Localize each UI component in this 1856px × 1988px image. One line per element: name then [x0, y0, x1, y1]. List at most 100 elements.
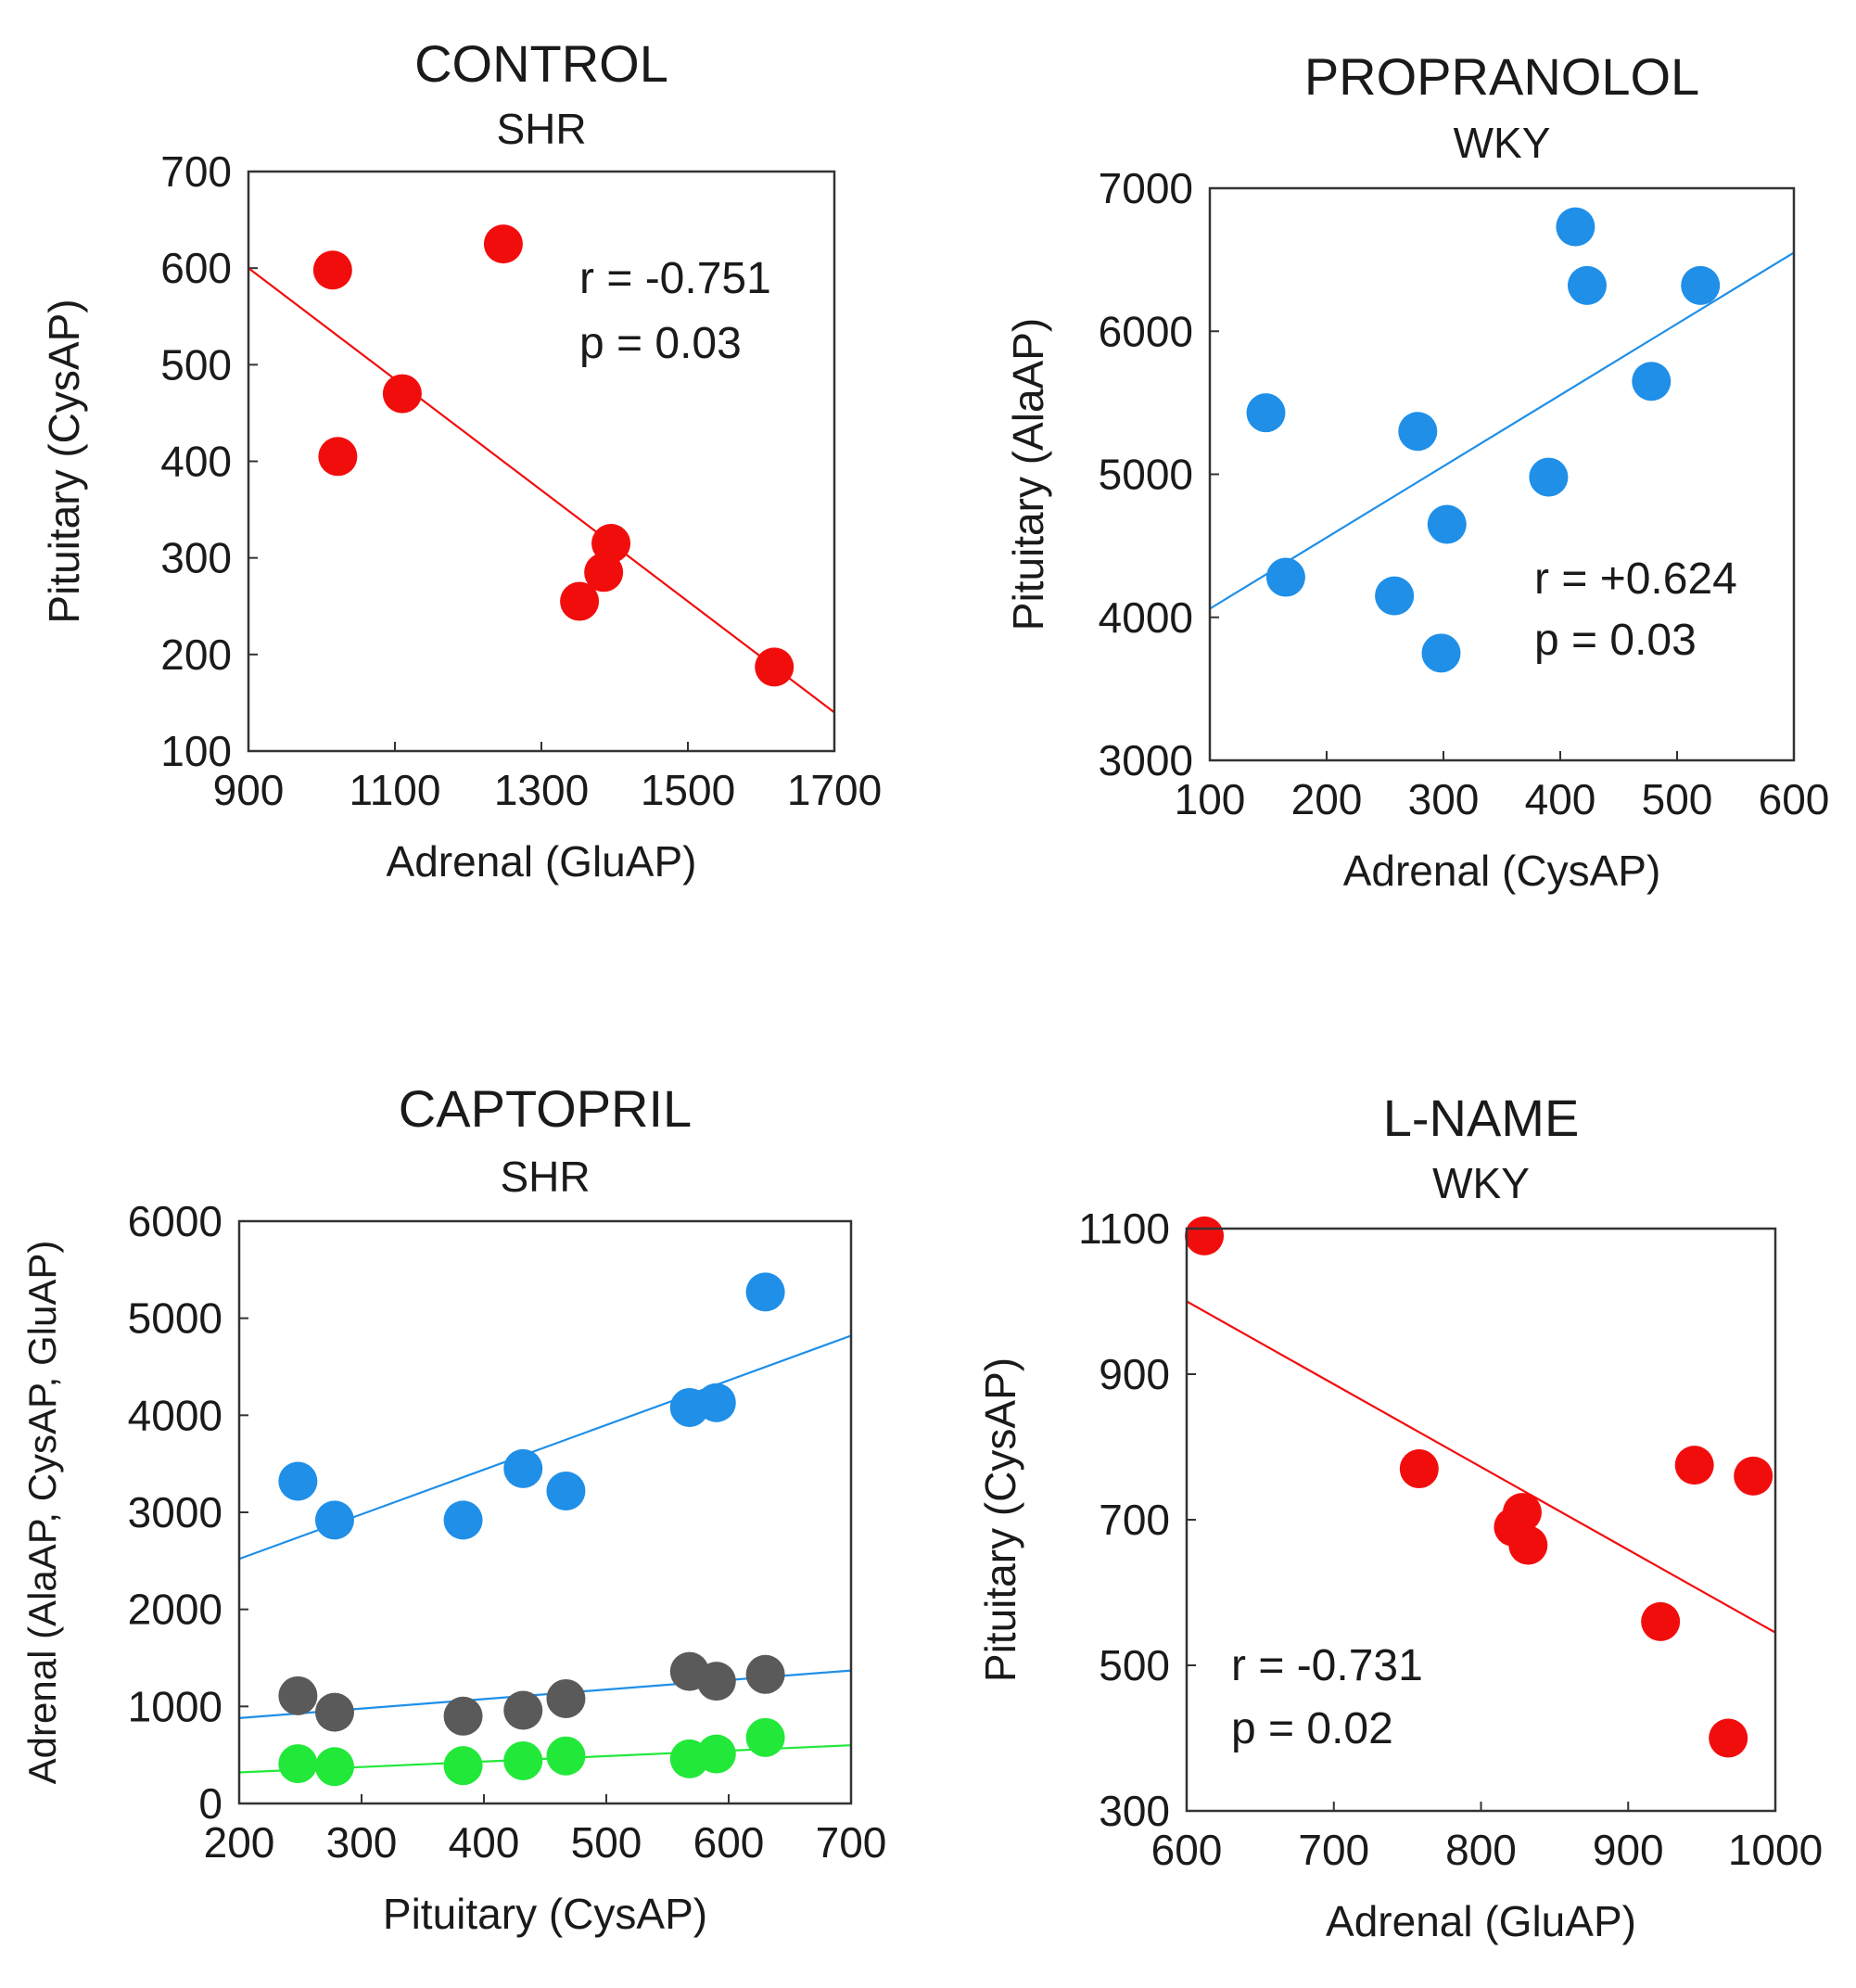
data-point	[1632, 362, 1672, 401]
chart-title: CAPTOPRIL	[399, 1079, 692, 1138]
x-tick-label: 1300	[494, 766, 589, 814]
chart-title: PROPRANOLOL	[1304, 47, 1699, 106]
x-axis-label: Adrenal (GluAP)	[1326, 1897, 1636, 1945]
x-tick-label: 300	[1408, 775, 1480, 823]
y-axis-label: Adrenal (AlaAP, CysAP, GluAP)	[20, 1241, 64, 1785]
data-point	[1709, 1718, 1748, 1758]
x-tick-label: 400	[1525, 775, 1596, 823]
y-tick-label: 4000	[128, 1391, 222, 1439]
data-point	[1265, 557, 1305, 597]
stat-annotation: p = 0.02	[1231, 1704, 1393, 1753]
x-tick-label: 300	[326, 1818, 398, 1867]
data-point	[1508, 1525, 1548, 1565]
y-tick-label: 4000	[1099, 593, 1193, 642]
x-tick-label: 200	[204, 1818, 275, 1867]
y-tick-label: 700	[160, 147, 232, 196]
data-point	[696, 1662, 736, 1701]
data-point	[546, 1678, 586, 1718]
stat-annotation: r = -0.751	[579, 254, 771, 303]
data-point	[1641, 1601, 1681, 1641]
data-point	[1398, 412, 1438, 452]
y-tick-label: 6000	[1099, 307, 1193, 355]
data-point	[1567, 265, 1607, 305]
x-axis-label: Pituitary (CysAP)	[383, 1890, 707, 1938]
x-axis-label: Adrenal (CysAP)	[1343, 847, 1661, 895]
x-tick-label: 1000	[1728, 1826, 1823, 1874]
regression-line	[1187, 1300, 1775, 1634]
y-tick-label: 100	[160, 727, 232, 775]
chart-subtitle: SHR	[500, 1153, 590, 1201]
x-tick-label: 800	[1445, 1826, 1517, 1874]
plot-frame	[1208, 186, 1796, 762]
data-point	[546, 1736, 586, 1776]
data-point	[278, 1461, 318, 1501]
data-point	[1734, 1456, 1773, 1496]
chart-subtitle: SHR	[496, 105, 586, 153]
data-point	[696, 1383, 736, 1422]
data-point	[1427, 504, 1467, 544]
data-point	[503, 1690, 543, 1730]
x-tick-label: 600	[1759, 775, 1830, 823]
y-tick-label: 200	[160, 631, 232, 679]
data-point	[443, 1696, 483, 1736]
data-point	[278, 1744, 318, 1784]
data-point	[1421, 633, 1461, 673]
data-point	[314, 1692, 354, 1732]
regression-line	[1210, 251, 1794, 610]
y-axis-label: Pituitary (CysAP)	[40, 299, 88, 623]
data-point	[503, 1740, 543, 1780]
data-point	[1681, 265, 1721, 305]
x-tick-label: 1700	[787, 766, 882, 814]
y-tick-label: 3000	[128, 1488, 222, 1536]
x-tick-label: 700	[1298, 1826, 1369, 1874]
y-tick-label: 300	[1099, 1787, 1170, 1835]
data-point	[382, 374, 422, 414]
data-point	[696, 1734, 736, 1774]
x-tick-label: 400	[449, 1818, 520, 1867]
x-tick-label: 600	[693, 1818, 765, 1867]
panel-l-name: L-NAME WKY 600 700 800 900 1000 300 500 700 900 110…	[976, 1089, 1823, 1945]
data-point	[1375, 576, 1415, 616]
data-point	[1674, 1446, 1714, 1485]
y-tick-label: 500	[160, 340, 232, 389]
plot-frame	[247, 170, 836, 753]
y-tick-label: 6000	[128, 1197, 222, 1245]
x-tick-label: 500	[571, 1818, 642, 1867]
y-tick-label: 1100	[1078, 1204, 1170, 1253]
data-point	[1185, 1216, 1225, 1255]
x-tick-label: 1500	[641, 766, 735, 814]
data-point	[443, 1500, 483, 1540]
y-axis-label: Pituitary (AlaAP)	[1004, 318, 1052, 631]
data-point	[584, 553, 624, 593]
stat-annotation: p = 0.03	[579, 319, 742, 368]
y-tick-label: 400	[160, 438, 232, 486]
x-tick-label: 100	[1175, 775, 1246, 823]
y-tick-label: 1000	[128, 1682, 222, 1730]
data-point	[314, 1747, 354, 1787]
data-point	[745, 1272, 785, 1312]
data-point	[443, 1746, 483, 1786]
data-point	[1556, 207, 1595, 247]
regression-line	[248, 267, 834, 714]
y-tick-label: 900	[1099, 1350, 1170, 1398]
data-point	[560, 581, 600, 621]
x-tick-label: 900	[1593, 1826, 1664, 1874]
data-point	[278, 1676, 318, 1715]
y-tick-label: 7000	[1099, 164, 1193, 212]
chart-title: L-NAME	[1383, 1089, 1580, 1147]
y-tick-label: 500	[1099, 1641, 1170, 1689]
data-point	[755, 647, 795, 687]
y-tick-label: 5000	[128, 1294, 222, 1343]
data-point	[312, 250, 352, 290]
panel-propranolol: PROPRANOLOL WKY 100 200 300 400 500 600 3000 4000…	[1004, 47, 1829, 895]
data-point	[503, 1448, 543, 1488]
data-point	[1502, 1493, 1542, 1533]
x-tick-label: 200	[1291, 775, 1363, 823]
y-axis-label: Pituitary (CysAP)	[976, 1357, 1024, 1682]
plot-frame	[1185, 1227, 1777, 1813]
data-point	[314, 1500, 354, 1540]
panel-captopril: CAPTOPRIL SHR 200 300 400 500 600 700 0 1000 2000 3…	[20, 1079, 886, 1938]
data-point	[1529, 457, 1569, 497]
chart-subtitle: WKY	[1454, 119, 1551, 167]
